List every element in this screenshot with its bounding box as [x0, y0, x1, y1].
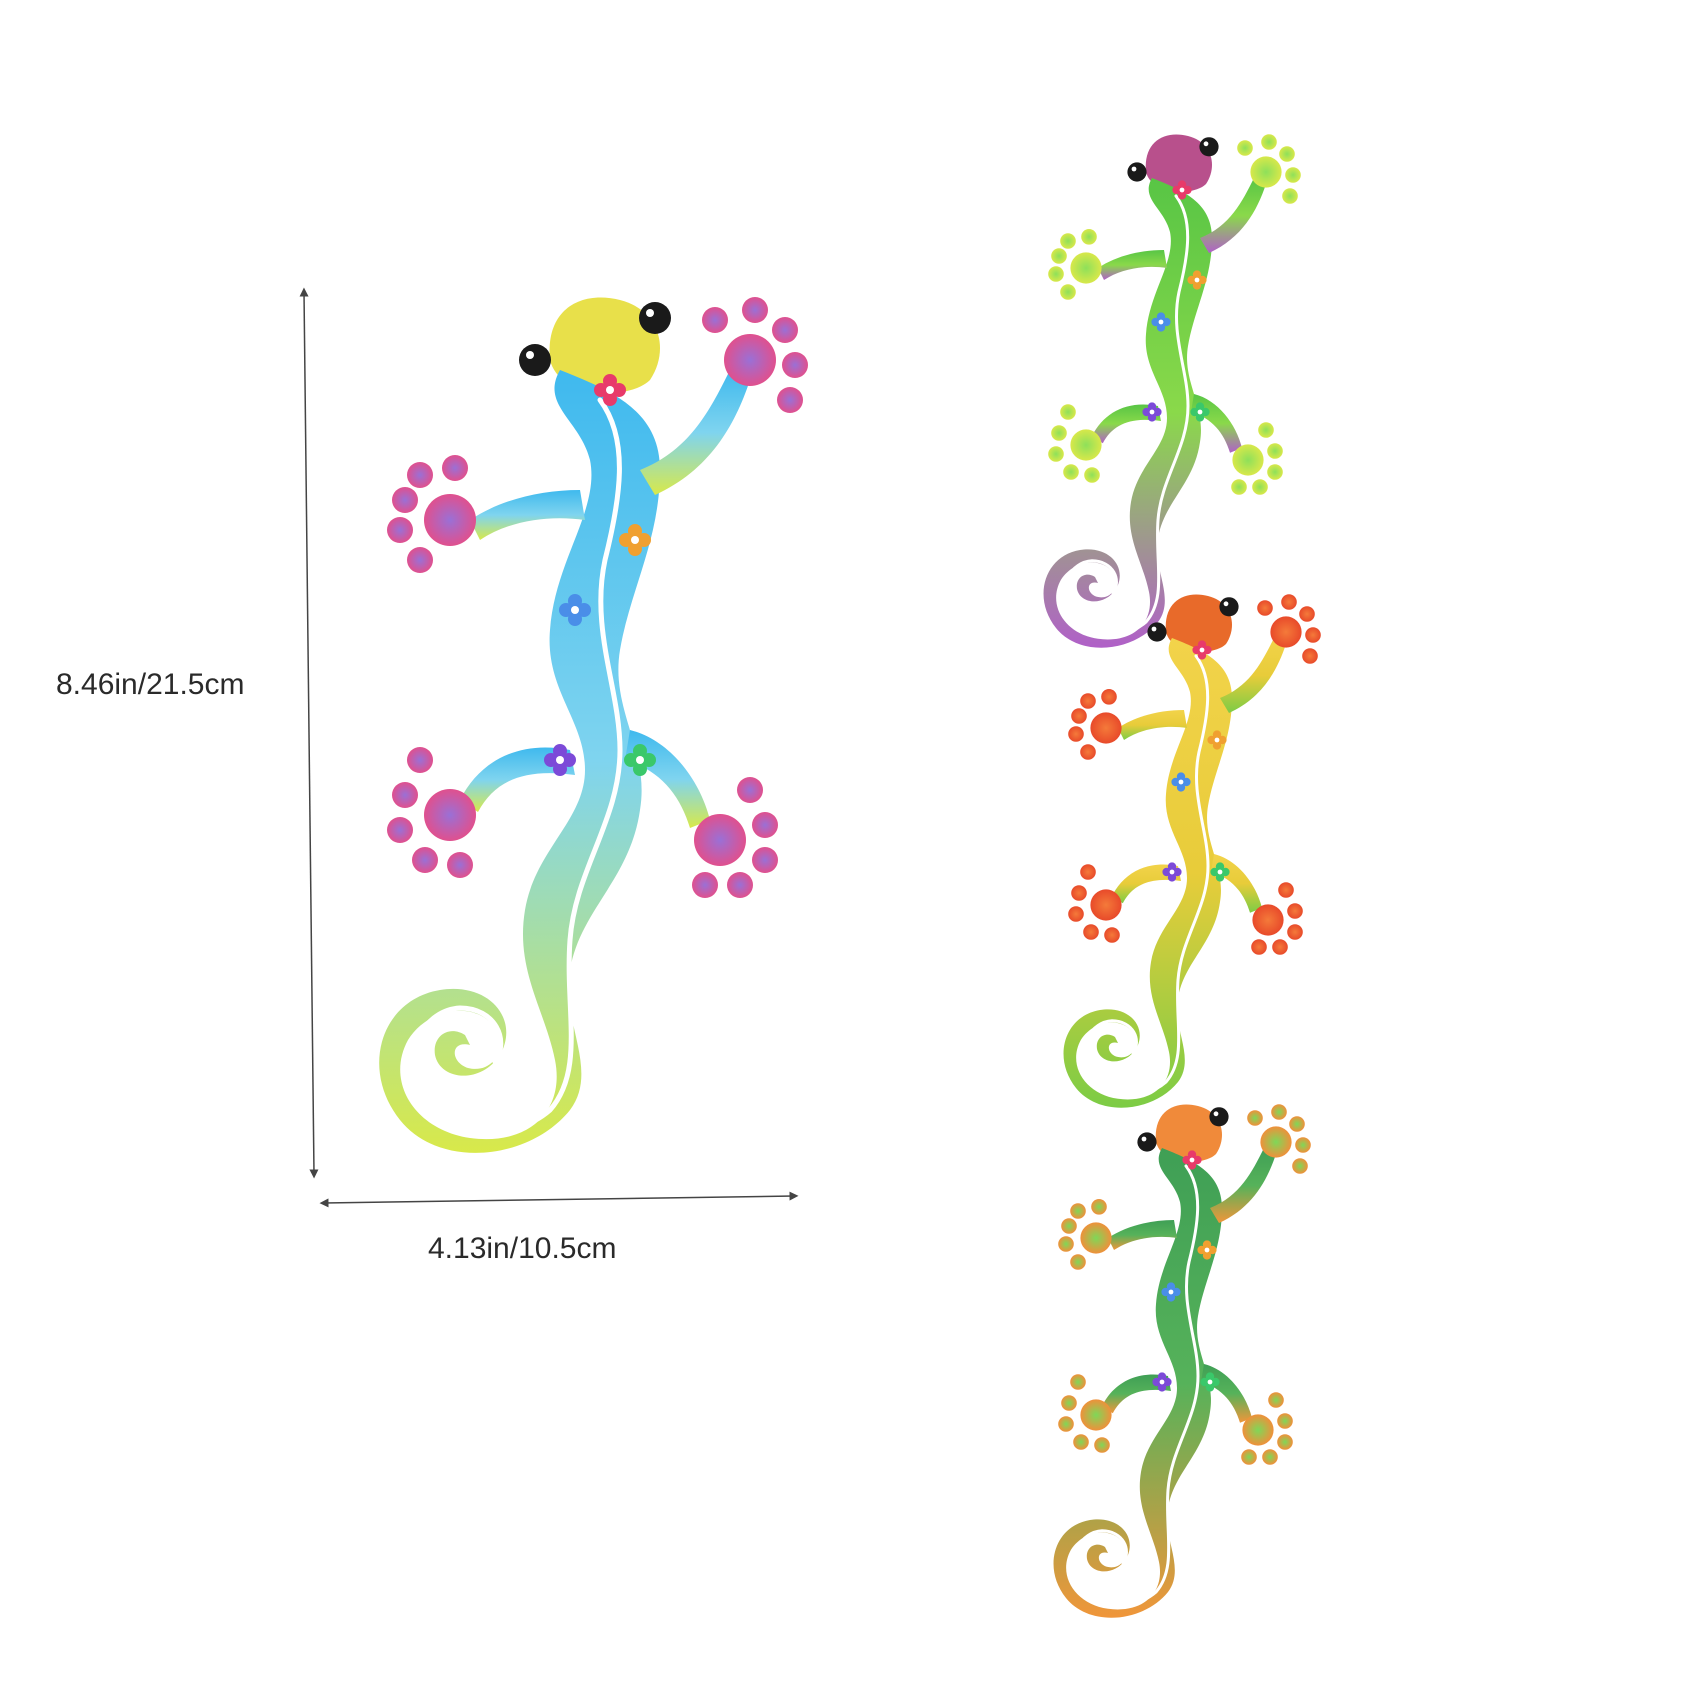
gecko-dark-green [1053, 1104, 1311, 1618]
width-dimension-line [319, 1191, 799, 1208]
gecko-yellow [1063, 594, 1321, 1108]
height-dimension-line [299, 287, 319, 1179]
height-dimension-label: 8.46in/21.5cm [56, 668, 245, 701]
width-dimension-label: 4.13in/10.5cm [428, 1232, 617, 1265]
gecko-large-blue [379, 297, 808, 1153]
gecko-green [1043, 134, 1301, 648]
